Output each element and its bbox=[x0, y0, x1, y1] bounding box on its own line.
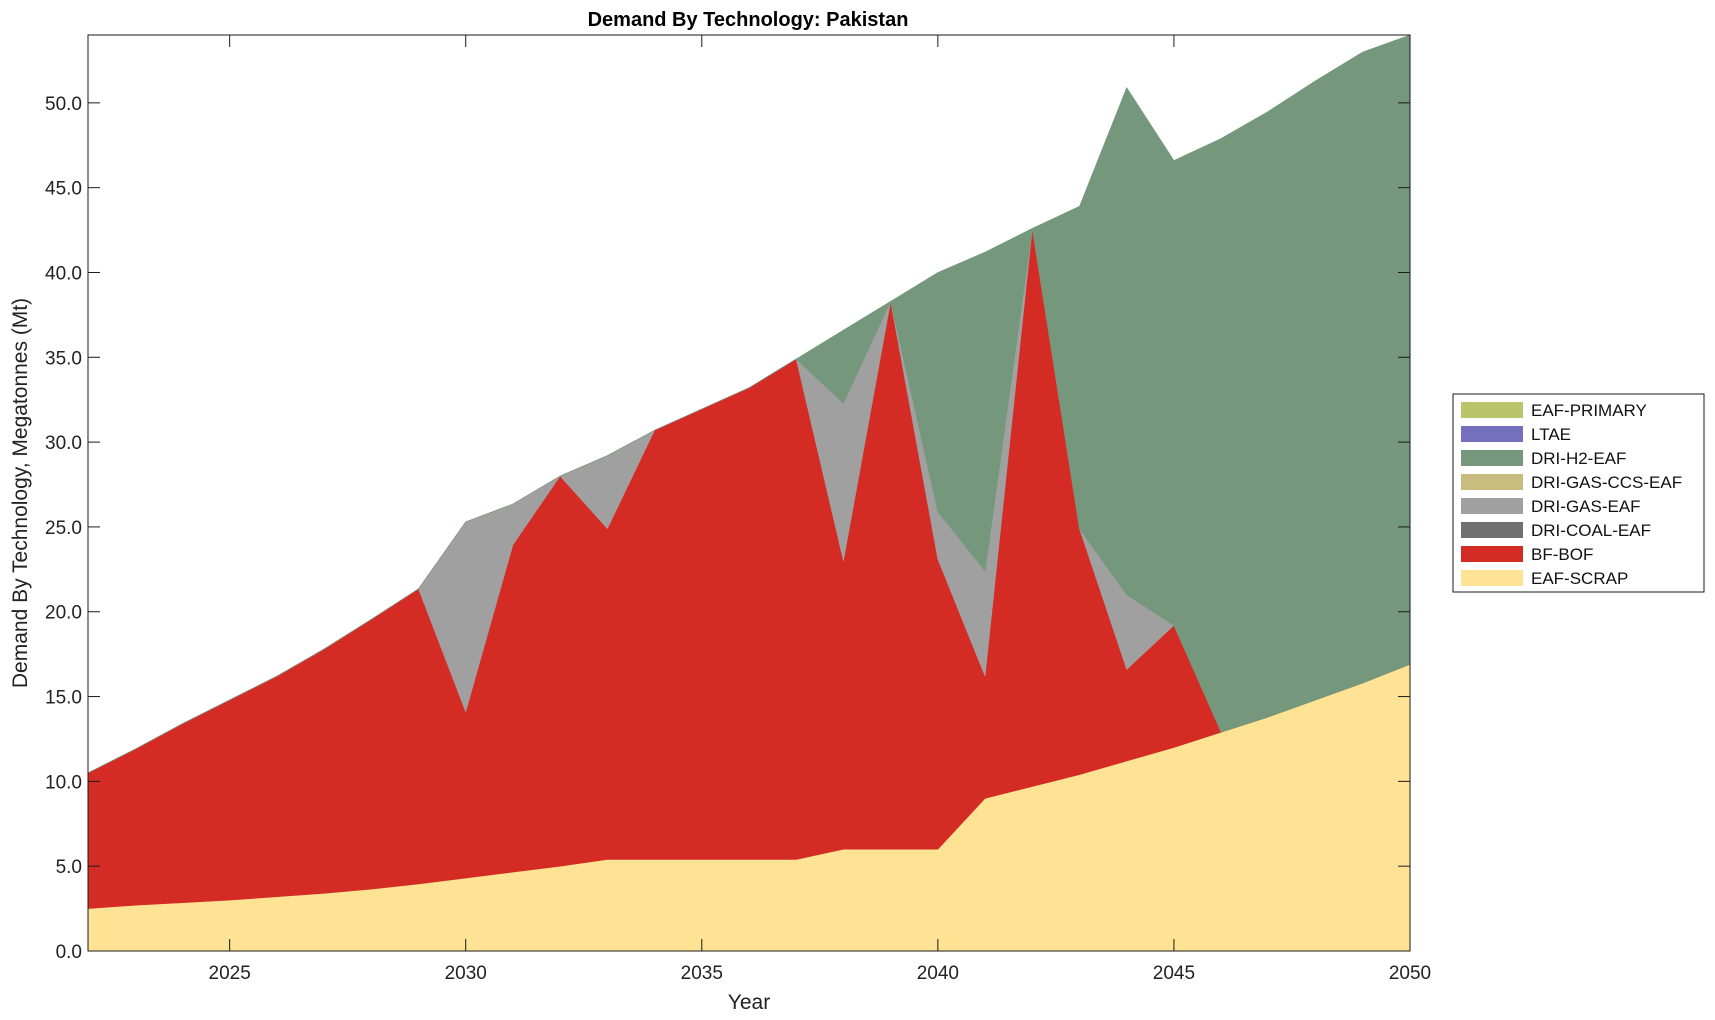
x-tick-label: 2030 bbox=[445, 963, 487, 984]
y-tick-label: 0.0 bbox=[56, 942, 82, 963]
legend-swatch bbox=[1461, 450, 1523, 466]
legend-swatch bbox=[1461, 522, 1523, 538]
y-tick-label: 20.0 bbox=[45, 603, 82, 624]
legend-label: DRI-COAL-EAF bbox=[1531, 521, 1651, 540]
y-axis-title: Demand By Technology, Megatonnes (Mt) bbox=[9, 298, 32, 688]
legend-item-dri-coal-eaf: DRI-COAL-EAF bbox=[1461, 521, 1651, 540]
legend-item-eaf-primary: EAF-PRIMARY bbox=[1461, 401, 1647, 420]
legend-swatch bbox=[1461, 426, 1523, 442]
x-tick-label: 2050 bbox=[1389, 963, 1431, 984]
y-tick-label: 5.0 bbox=[56, 857, 82, 878]
legend-label: BF-BOF bbox=[1531, 545, 1593, 564]
legend-item-dri-h2-eaf: DRI-H2-EAF bbox=[1461, 449, 1626, 468]
legend: EAF-PRIMARY LTAE DRI-H2-EAF DRI-GAS-CCS-EAF… bbox=[1452, 393, 1705, 593]
x-tick-label: 2035 bbox=[681, 963, 723, 984]
y-tick-label: 15.0 bbox=[45, 688, 82, 709]
legend-item-dri-gas-eaf: DRI-GAS-EAF bbox=[1461, 497, 1641, 516]
y-tick-label: 30.0 bbox=[45, 433, 82, 454]
legend-swatch bbox=[1461, 570, 1523, 586]
chart-title: Demand By Technology: Pakistan bbox=[588, 9, 909, 31]
y-tick-label: 25.0 bbox=[45, 518, 82, 539]
legend-swatch bbox=[1461, 474, 1523, 490]
legend-label: DRI-GAS-EAF bbox=[1531, 497, 1641, 516]
legend-item-ltae: LTAE bbox=[1461, 425, 1571, 444]
y-tick-label: 50.0 bbox=[45, 94, 82, 115]
legend-swatch bbox=[1461, 546, 1523, 562]
y-tick-label: 35.0 bbox=[45, 348, 82, 369]
legend-label: LTAE bbox=[1531, 425, 1571, 444]
legend-swatch bbox=[1461, 498, 1523, 514]
legend-label: DRI-H2-EAF bbox=[1531, 449, 1626, 468]
y-tick-label: 10.0 bbox=[45, 772, 82, 793]
plot-frame bbox=[87, 34, 1411, 952]
legend-label: DRI-GAS-CCS-EAF bbox=[1531, 473, 1682, 492]
x-tick-label: 2040 bbox=[917, 963, 959, 984]
legend-item-dri-gas-ccs-eaf: DRI-GAS-CCS-EAF bbox=[1461, 473, 1682, 492]
legend-label: EAF-PRIMARY bbox=[1531, 401, 1647, 420]
x-tick-label: 2025 bbox=[209, 963, 251, 984]
legend-label: EAF-SCRAP bbox=[1531, 569, 1628, 588]
x-tick-label: 2045 bbox=[1153, 963, 1195, 984]
stacked-areas bbox=[87, 34, 1411, 952]
legend-swatch bbox=[1461, 402, 1523, 418]
legend-item-eaf-scrap: EAF-SCRAP bbox=[1461, 569, 1628, 588]
axis-tick-labels: 0.0 5.0 10.0 15.0 20.0 25.0 30.0 35.0 40.0 45.0 50… bbox=[45, 94, 1431, 984]
axis-ticks bbox=[88, 35, 1411, 952]
legend-item-bf-bof: BF-BOF bbox=[1461, 545, 1593, 564]
y-tick-label: 45.0 bbox=[45, 179, 82, 200]
y-tick-label: 40.0 bbox=[45, 263, 82, 284]
x-axis-title: Year bbox=[728, 991, 770, 1014]
